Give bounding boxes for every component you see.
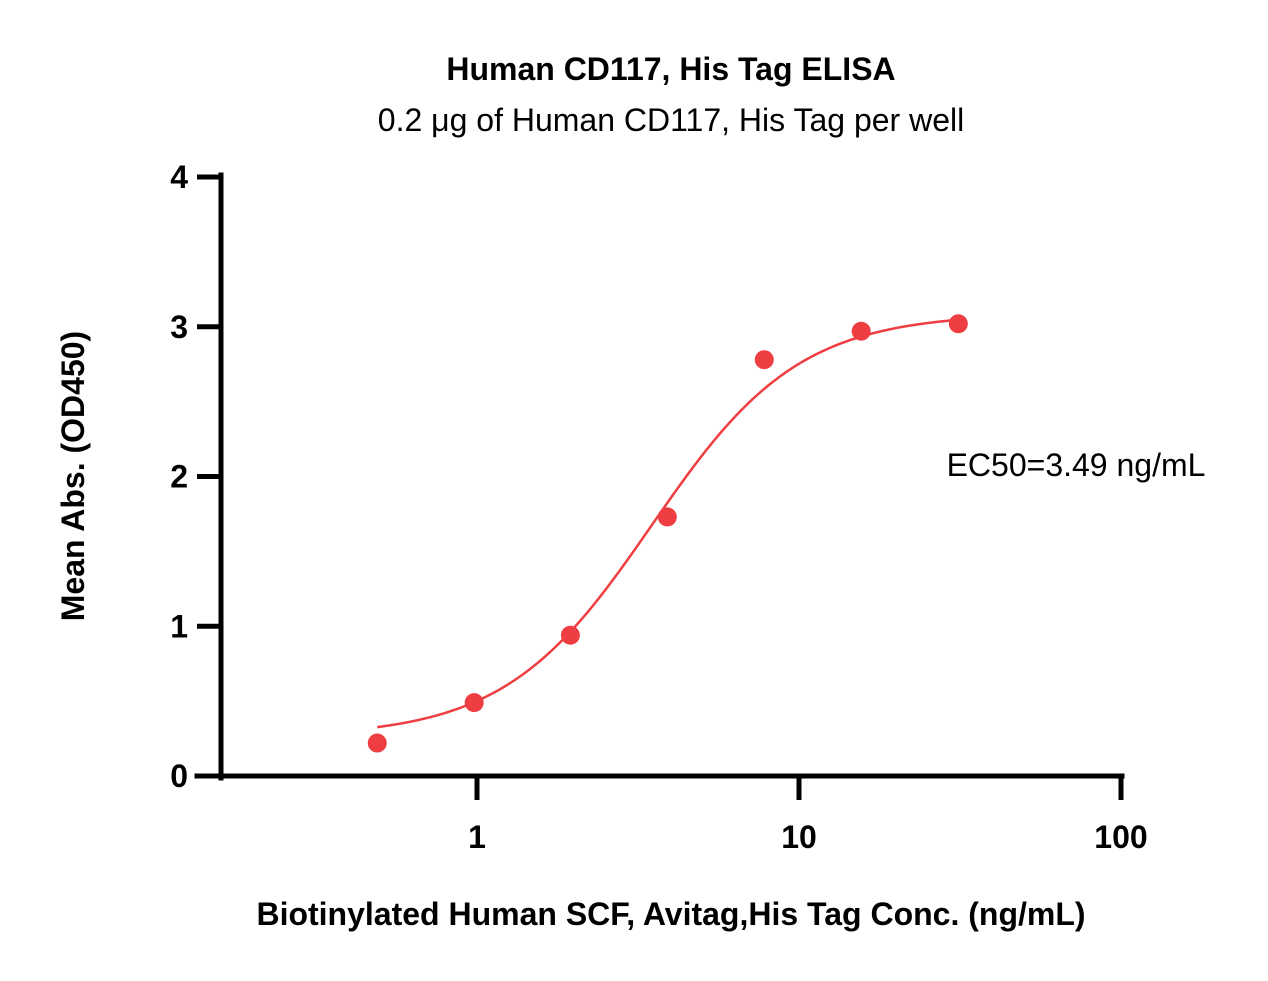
x-axis-label: Biotinylated Human SCF, Avitag,His Tag C…: [256, 896, 1085, 932]
data-point: [367, 733, 387, 753]
y-tick-label: 1: [170, 608, 188, 644]
y-ticks: 0 1 2 3 4: [170, 159, 221, 794]
x-tick-label: 10: [781, 819, 817, 855]
data-point: [851, 321, 871, 341]
y-tick-label: 3: [170, 309, 188, 345]
x-tick-label: 1: [468, 819, 486, 855]
x-ticks: 1 10 100: [468, 776, 1148, 855]
data-point: [948, 314, 968, 334]
data-points: [367, 314, 968, 753]
chart-title: Human CD117, His Tag ELISA: [446, 51, 895, 87]
y-axis-label: Mean Abs. (OD450): [55, 331, 91, 621]
data-point: [657, 507, 677, 527]
ec50-annotation: EC50=3.49 ng/mL: [947, 447, 1206, 483]
y-tick-label: 0: [170, 758, 188, 794]
data-point: [464, 693, 484, 713]
y-tick-label: 4: [170, 159, 188, 195]
x-tick-label: 100: [1094, 819, 1147, 855]
data-point: [560, 625, 580, 645]
y-tick-label: 2: [170, 459, 188, 495]
chart-subtitle: 0.2 μg of Human CD117, His Tag per well: [378, 102, 964, 138]
data-point: [754, 350, 774, 370]
